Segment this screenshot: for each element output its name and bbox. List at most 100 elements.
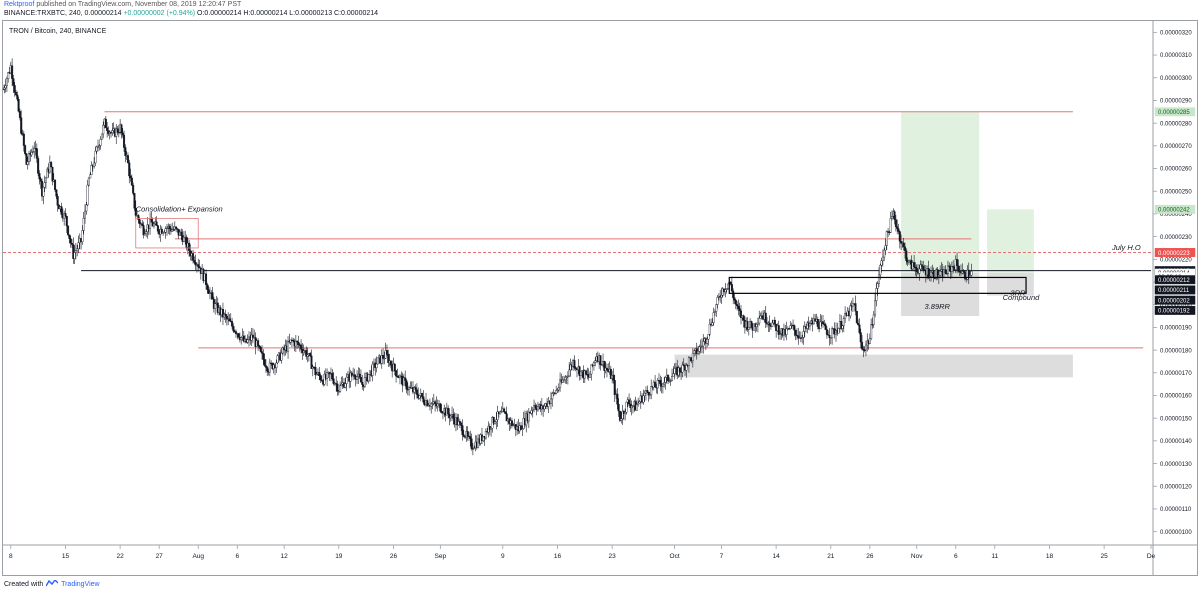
candle-body (120, 124, 123, 134)
candle-body (605, 367, 608, 371)
candle-body (276, 355, 279, 364)
author-link[interactable]: Rektproof (4, 1, 35, 8)
y-tick-label: 0.00000320 (1160, 31, 1192, 37)
candle-body (885, 231, 888, 246)
candle-body (51, 166, 54, 182)
candle-body (211, 292, 214, 300)
candle-body (262, 353, 265, 360)
chart-frame[interactable]: Consolidation+ Expansion July H.O 3.89RR 3R… (1, 20, 1198, 576)
candle-body (232, 325, 235, 332)
candle-body (287, 340, 290, 352)
chart-title: TRON / Bitcoin, 240, BINANCE (9, 28, 107, 35)
candle-body (568, 369, 571, 377)
candle-body (573, 360, 576, 368)
candle-body (831, 328, 834, 338)
candle-body (861, 341, 864, 350)
candle-body (64, 213, 67, 217)
candles-layer (1, 58, 973, 456)
candle-body (344, 383, 347, 388)
ohlc-values: O:0.00000214 H:0.00000214 L:0.00000213 C… (197, 10, 379, 17)
candle-body (708, 323, 711, 335)
candle-body (945, 273, 948, 275)
x-tick-label: 22 (117, 553, 125, 560)
candle-body (17, 99, 20, 112)
candle-body (460, 422, 463, 426)
candle-body (663, 382, 666, 385)
candle-body (54, 179, 57, 190)
candle-body (231, 321, 234, 327)
candle-body (758, 318, 761, 324)
candle-body (164, 228, 167, 233)
candle-body (881, 256, 884, 261)
candle-body (510, 420, 513, 427)
candle-body (246, 339, 249, 343)
candle-body (69, 238, 72, 244)
candle-body (137, 215, 140, 220)
candle-body (28, 153, 31, 163)
candle-body (902, 242, 905, 248)
y-tick-label: 0.00000300 (1160, 76, 1192, 82)
y-tick-label: 0.00000100 (1160, 530, 1192, 536)
candle-body (353, 374, 356, 377)
time-axis[interactable]: 8 15 22 27 Aug 6 12 19 26 Sep 9 16 23 Oct 7 14 21 26 Nov 6 1… (9, 545, 1156, 560)
candle-body (585, 370, 588, 375)
candle-body (297, 341, 300, 345)
candle-body (648, 394, 651, 396)
candle-body (733, 297, 736, 301)
x-tick-label: 15 (62, 553, 70, 560)
candle-body (221, 308, 224, 318)
candle-body (214, 303, 217, 309)
candle-body (732, 290, 735, 298)
candle-body (152, 223, 155, 227)
symbol-label: BINANCE:TRXBTC, 240 (4, 10, 81, 17)
candle-body (436, 403, 439, 407)
price-tag-bg (1154, 204, 1196, 214)
candle-body (225, 316, 228, 320)
candle-body (33, 147, 36, 152)
candle-body (840, 321, 843, 329)
candle-body (337, 391, 340, 393)
candle-body (747, 327, 750, 330)
candle-body (97, 146, 100, 148)
candle-body (875, 288, 878, 302)
candle-body (16, 94, 19, 100)
candle-body (612, 375, 615, 381)
candle-body (38, 173, 41, 180)
candle-body (630, 405, 633, 408)
candle-body (458, 421, 461, 424)
candle-body (802, 331, 805, 338)
candle-body (868, 338, 871, 344)
candle-body (129, 175, 132, 179)
candle-body (356, 376, 359, 380)
candle-body (894, 219, 897, 227)
candle-body (421, 393, 424, 398)
price-tag-label: 0.00000192 (1158, 309, 1190, 315)
candle-body (361, 381, 364, 385)
candle-body (408, 387, 411, 390)
candle-body (261, 351, 264, 354)
price-chart[interactable]: Consolidation+ Expansion July H.O 3.89RR 3R… (1, 21, 1197, 575)
candle-body (305, 350, 308, 357)
candle-body (669, 380, 672, 382)
candle-body (13, 85, 16, 93)
candle-body (319, 375, 322, 381)
price-tag-bg (1154, 295, 1196, 305)
created-with-label: Created with (4, 581, 44, 588)
candle-body (115, 128, 118, 137)
candle-body (740, 310, 743, 319)
candle-body (73, 252, 76, 259)
candle-body (952, 266, 955, 268)
outline-box-0 (135, 218, 199, 249)
candle-body (156, 225, 159, 232)
candle-body (618, 410, 621, 421)
candle-body (176, 228, 179, 230)
candle-body (837, 328, 840, 334)
candle-body (68, 234, 71, 239)
candle-body (889, 218, 892, 233)
price-axis[interactable]: 0.00000100 0.00000110 0.00000120 0.00000130… (1153, 31, 1192, 536)
candle-body (521, 428, 524, 430)
candle-body (970, 271, 973, 276)
candle-body (44, 177, 47, 183)
tradingview-link[interactable]: TradingView (61, 581, 100, 588)
x-tick-label: 27 (156, 553, 164, 560)
